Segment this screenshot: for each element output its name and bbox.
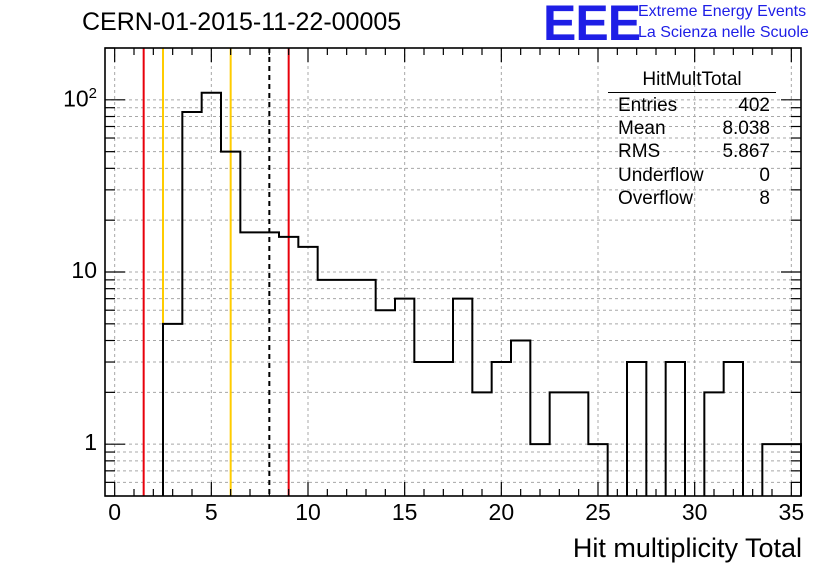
axis-ticks	[105, 47, 801, 497]
x-tick-label: 30	[681, 499, 708, 525]
stats-value: 8	[759, 187, 770, 209]
y-tick-label: 1	[84, 429, 97, 456]
x-tick-label: 15	[391, 499, 418, 525]
x-tick-label: 20	[488, 499, 515, 525]
stats-value: 5.867	[722, 141, 770, 163]
y-tick-label: 102	[63, 84, 97, 112]
stats-label: Underflow	[618, 164, 704, 186]
stats-value: 0	[759, 164, 770, 186]
logo-subtitle-line1: Extreme Energy Events	[638, 3, 807, 20]
stats-row: Overflow 8	[608, 187, 776, 210]
stats-box: HitMultTotal Entries 402 Mean 8.038 RMS 5.8…	[608, 69, 776, 210]
stats-value: 402	[738, 95, 770, 116]
stats-title: HitMultTotal	[608, 69, 776, 93]
stats-row: RMS 5.867	[608, 140, 776, 163]
x-tick-label: 0	[108, 499, 122, 525]
x-tick-label: 25	[585, 499, 611, 525]
eee-logo: EEE	[543, 0, 641, 51]
x-axis-label: Hit multiplicity Total	[572, 533, 802, 563]
logo-subtitle-line2: La Scienza nelle Scuole	[638, 24, 809, 41]
stats-value: 8.038	[722, 118, 770, 140]
x-tick-label: 5	[204, 499, 218, 525]
stats-row: Underflow 0	[608, 164, 776, 187]
stats-label: Overflow	[618, 187, 693, 209]
stats-label: RMS	[618, 141, 661, 163]
x-tick-label: 10	[295, 499, 321, 525]
histogram-series	[162, 91, 802, 496]
stats-row: Entries 402	[608, 94, 776, 117]
y-tick-label: 10	[71, 257, 97, 283]
stats-label: Entries	[618, 95, 678, 116]
x-tick-label: 35	[778, 499, 805, 525]
stats-label: Mean	[618, 118, 666, 140]
stats-row: Mean 8.038	[608, 117, 776, 140]
chart-title: CERN-01-2015-11-22-00005	[82, 8, 402, 36]
